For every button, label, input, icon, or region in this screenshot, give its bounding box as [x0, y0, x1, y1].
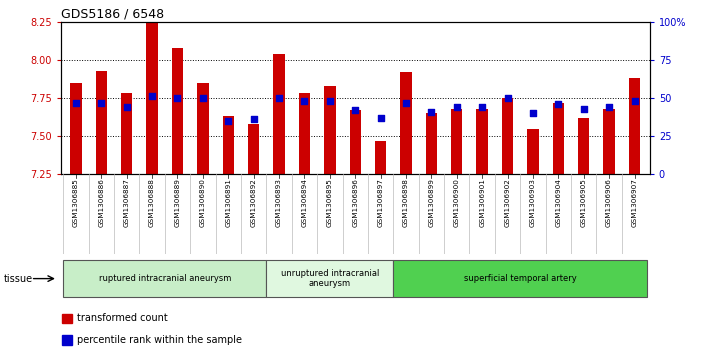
Point — [553, 101, 564, 107]
Text: GSM1306900: GSM1306900 — [454, 178, 460, 227]
Text: GSM1306895: GSM1306895 — [327, 178, 333, 227]
Bar — [476, 109, 488, 174]
Text: GSM1306885: GSM1306885 — [73, 178, 79, 227]
Point — [223, 118, 234, 124]
Text: GSM1306888: GSM1306888 — [149, 178, 155, 227]
Bar — [451, 109, 463, 174]
Text: GSM1306889: GSM1306889 — [174, 178, 181, 227]
Text: GDS5186 / 6548: GDS5186 / 6548 — [61, 8, 164, 21]
FancyBboxPatch shape — [266, 260, 393, 297]
Bar — [172, 48, 183, 174]
Point — [451, 104, 463, 110]
Text: GSM1306907: GSM1306907 — [631, 178, 638, 227]
Point — [603, 104, 615, 110]
Bar — [527, 129, 538, 174]
Text: GSM1306904: GSM1306904 — [555, 178, 561, 227]
Point — [476, 104, 488, 110]
Bar — [248, 124, 259, 174]
Bar — [375, 141, 386, 174]
Text: unruptured intracranial
aneurysm: unruptured intracranial aneurysm — [281, 269, 379, 288]
Point — [349, 107, 361, 113]
Bar — [349, 110, 361, 174]
Point — [197, 95, 208, 101]
Bar — [553, 103, 564, 174]
Bar — [62, 335, 73, 345]
Text: percentile rank within the sample: percentile rank within the sample — [77, 335, 242, 345]
Text: tissue: tissue — [4, 274, 33, 284]
Bar — [62, 314, 73, 323]
Bar — [298, 93, 310, 174]
Text: GSM1306897: GSM1306897 — [378, 178, 383, 227]
Text: GSM1306905: GSM1306905 — [580, 178, 587, 227]
FancyBboxPatch shape — [393, 260, 647, 297]
Text: GSM1306901: GSM1306901 — [479, 178, 486, 227]
Bar — [401, 72, 412, 174]
Bar — [502, 98, 513, 174]
Point — [273, 95, 285, 101]
Point — [298, 98, 310, 104]
Point — [121, 104, 132, 110]
FancyBboxPatch shape — [64, 260, 266, 297]
Point — [172, 95, 183, 101]
Point — [324, 98, 336, 104]
Text: GSM1306894: GSM1306894 — [301, 178, 308, 227]
Bar — [121, 93, 132, 174]
Text: superficial temporal artery: superficial temporal artery — [464, 274, 577, 283]
Point — [96, 100, 107, 106]
Point — [426, 109, 437, 115]
Text: ruptured intracranial aneurysm: ruptured intracranial aneurysm — [99, 274, 231, 283]
Text: GSM1306906: GSM1306906 — [606, 178, 612, 227]
Text: GSM1306893: GSM1306893 — [276, 178, 282, 227]
Point — [248, 117, 259, 122]
Text: GSM1306899: GSM1306899 — [428, 178, 434, 227]
Text: GSM1306890: GSM1306890 — [200, 178, 206, 227]
Text: GSM1306886: GSM1306886 — [99, 178, 104, 227]
Point — [375, 115, 386, 121]
Bar — [603, 109, 615, 174]
Bar — [223, 116, 234, 174]
Text: GSM1306887: GSM1306887 — [124, 178, 130, 227]
Bar — [197, 83, 208, 174]
Text: GSM1306891: GSM1306891 — [225, 178, 231, 227]
Bar — [146, 22, 158, 174]
Text: GSM1306892: GSM1306892 — [251, 178, 256, 227]
Bar — [273, 54, 285, 174]
Text: GSM1306898: GSM1306898 — [403, 178, 409, 227]
Bar — [324, 86, 336, 174]
Point — [578, 106, 590, 111]
Bar — [629, 78, 640, 174]
Point — [629, 98, 640, 104]
Bar — [426, 113, 437, 174]
Point — [401, 100, 412, 106]
Bar — [70, 83, 81, 174]
Point — [146, 94, 158, 99]
Text: GSM1306902: GSM1306902 — [505, 178, 511, 227]
Point — [527, 110, 538, 116]
Bar — [578, 118, 590, 174]
Point — [502, 95, 513, 101]
Bar — [96, 70, 107, 174]
Text: GSM1306903: GSM1306903 — [530, 178, 536, 227]
Text: transformed count: transformed count — [77, 313, 168, 323]
Text: GSM1306896: GSM1306896 — [352, 178, 358, 227]
Point — [70, 100, 81, 106]
